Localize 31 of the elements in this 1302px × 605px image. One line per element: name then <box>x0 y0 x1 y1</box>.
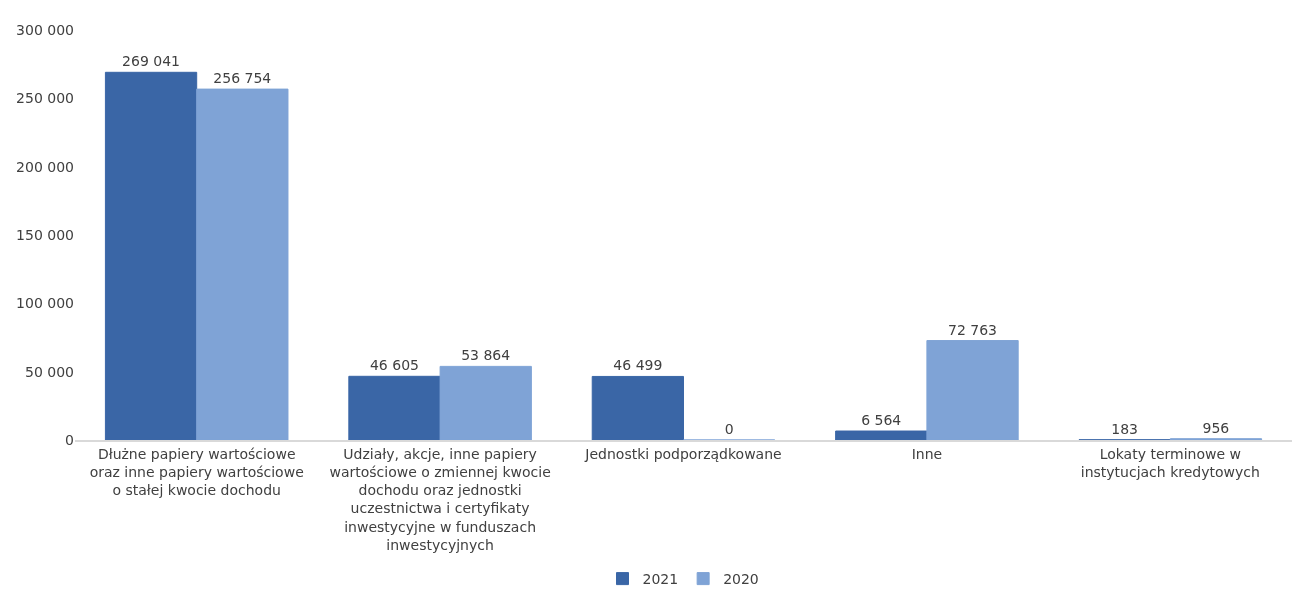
legend-label: 2021 <box>642 571 679 588</box>
y-tick-label: 150 000 <box>16 226 74 243</box>
y-tick-label: 0 <box>65 431 74 448</box>
data-label: 53 864 <box>461 347 511 364</box>
bar <box>104 71 198 440</box>
y-tick-label: 200 000 <box>16 158 74 175</box>
data-label: 183 <box>1111 420 1139 437</box>
y-tick-label: 50 000 <box>25 363 74 380</box>
data-label: 46 605 <box>369 357 419 374</box>
bar <box>926 340 1019 440</box>
bar <box>835 430 928 440</box>
y-tick-label: 300 000 <box>16 21 74 38</box>
data-label: 6 564 <box>861 412 902 429</box>
bar <box>439 365 532 440</box>
x-tick-label: Inne <box>911 445 943 462</box>
y-tick-label: 250 000 <box>16 90 74 107</box>
legend-label: 2020 <box>723 571 759 588</box>
x-tick-label: Udziały, akcje, inne papiery wartościowe o zmiennej kwocie dochodu oraz jednostki uczestnictwa i certyfikaty inwestycyjne w funduszach inwestycyjnych <box>329 445 551 553</box>
data-label: 269 041 <box>122 53 181 70</box>
data-label: 256 754 <box>213 70 272 87</box>
bar <box>196 88 289 440</box>
x-tick-label: Dłużne papiery wartościowe oraz inne papiery wartościowe o stałej kwocie dochodu <box>89 445 304 499</box>
bar <box>348 375 441 440</box>
data-label: 72 763 <box>948 321 998 338</box>
data-label: 956 <box>1202 419 1230 436</box>
x-tick-label: Jednostki podporządkowane <box>584 445 782 462</box>
x-tick-label: Lokaty terminowe w instytucjach kredytowych <box>1080 445 1260 480</box>
bar <box>591 375 684 440</box>
data-label: 46 499 <box>613 357 663 374</box>
data-label: 0 <box>724 421 734 437</box>
y-tick-label: 100 000 <box>16 295 74 312</box>
